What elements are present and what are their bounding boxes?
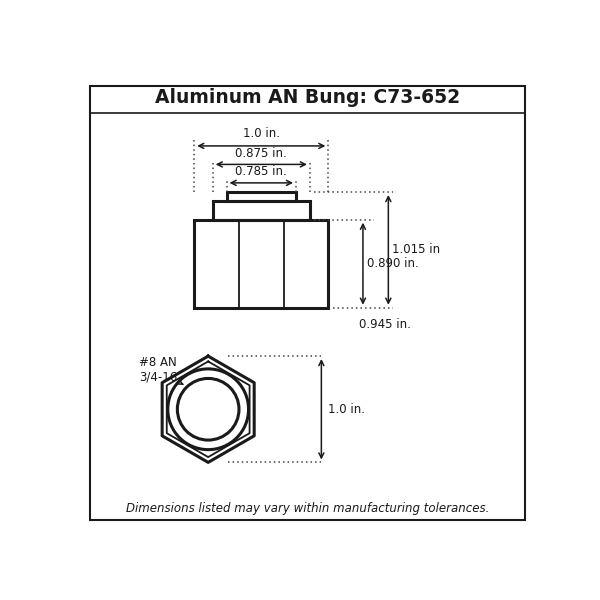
Text: Dimensions listed may vary within manufacturing tolerances.: Dimensions listed may vary within manufa… <box>126 502 489 515</box>
Text: 0.875 in.: 0.875 in. <box>235 147 287 160</box>
Text: 0.890 in.: 0.890 in. <box>367 257 418 270</box>
Text: #8 AN
3/4-16: #8 AN 3/4-16 <box>139 356 183 385</box>
Text: 1.0 in.: 1.0 in. <box>243 127 280 140</box>
Text: 0.945 in.: 0.945 in. <box>359 318 411 331</box>
Text: 1.015 in: 1.015 in <box>392 244 440 256</box>
Text: Aluminum AN Bung: C73-652: Aluminum AN Bung: C73-652 <box>155 88 460 107</box>
Text: 1.0 in.: 1.0 in. <box>328 403 365 416</box>
Text: 0.785 in.: 0.785 in. <box>235 165 287 178</box>
